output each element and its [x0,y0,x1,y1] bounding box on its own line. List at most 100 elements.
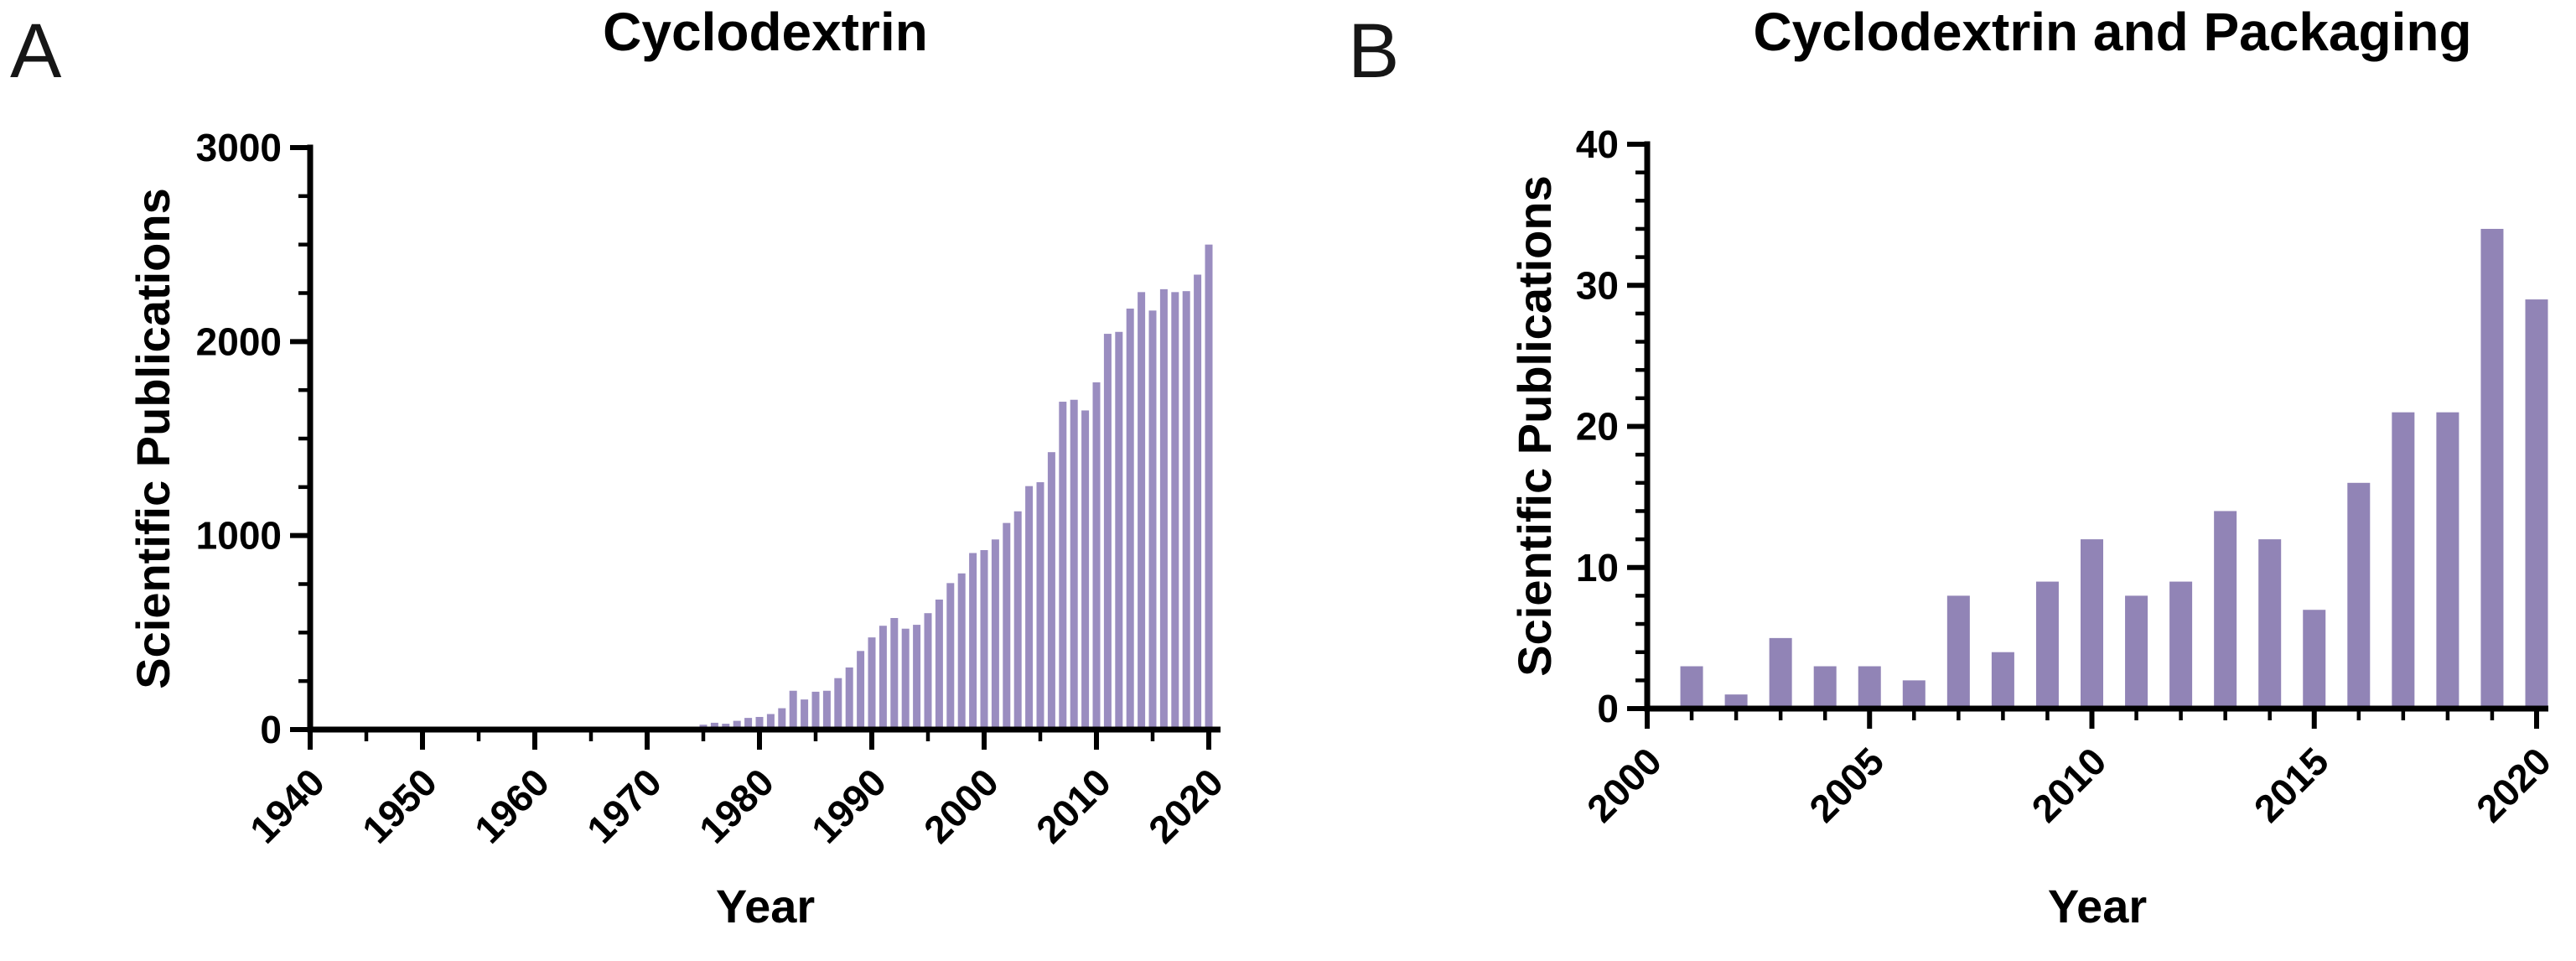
bar-2014 [2258,539,2282,709]
plot-area-b: 0 10 20 30 40 2000 2005 2010 2015 2020 [1576,122,2559,830]
y-axis-title-a: Scientific Publications [127,188,179,688]
y-tick-label: 3000 [196,126,282,169]
bar-1986 [822,690,831,730]
bar-2006 [1047,452,1055,730]
bar-1993 [901,628,910,730]
y-tick-label: 10 [1576,546,1619,590]
bar-2020 [2525,299,2548,709]
bar-2020 [1205,244,1213,730]
x-tick-label: 2010 [1028,760,1119,851]
x-tick-label: 1950 [354,760,445,851]
bar-1990 [868,637,876,730]
x-tick-label: 1960 [466,760,557,851]
bar-2018 [1182,291,1190,730]
bar-1998 [957,573,966,730]
bar-2019 [2480,228,2504,709]
x-tick-label: 2020 [1140,760,1231,851]
bar-2009 [2035,581,2059,709]
x-tick-label: 2000 [1578,739,1670,830]
y-tick-label: 0 [260,708,282,751]
bar-1996 [935,600,943,730]
chart-title-b: Cyclodextrin and Packaging [1753,2,2471,62]
bar-1984 [801,699,809,730]
bar-2013 [1126,309,1134,730]
bar-2012 [1115,331,1123,730]
bar-2005 [1858,666,1881,709]
bar-2016 [1159,288,1168,730]
bar-2007 [1059,402,1067,730]
bar-2002 [1003,522,1011,730]
chart-title-a: Cyclodextrin [603,2,928,62]
bar-1995 [924,613,932,730]
bar-2000 [980,550,988,730]
bar-1987 [834,678,842,730]
bar-2003 [1769,637,1792,709]
bar-1991 [879,626,887,730]
bar-2010 [1092,382,1101,730]
bar-2014 [1138,292,1146,730]
bar-2009 [1081,410,1090,730]
bar-2001 [991,539,999,730]
bar-1994 [913,625,921,730]
x-tick-label: 1990 [803,760,894,851]
bar-1983 [789,690,797,730]
bar-2015 [1148,310,1157,730]
bar-2003 [1013,511,1022,730]
bar-2005 [1036,482,1044,730]
bar-1982 [778,708,786,730]
x-tick-label: 1940 [241,760,333,851]
y-tick-label: 30 [1576,263,1619,307]
panel-a: A Cyclodextrin Scientific Publications Y… [10,2,1231,932]
bar-2002 [1724,694,1748,709]
y-tick-label: 0 [1597,687,1619,730]
bar-2004 [1025,486,1034,730]
bar-2019 [1194,274,1202,730]
bar-2013 [2214,511,2237,709]
bar-2010 [2081,539,2103,709]
bar-1997 [946,583,955,730]
bar-1976 [710,722,718,730]
y-tick-label: 1000 [196,514,282,558]
y-axis-title-b: Scientific Publications [1508,175,1561,676]
bar-2011 [2125,595,2148,709]
bar-2001 [1680,666,1703,709]
bar-2008 [1991,652,2014,709]
bar-1985 [811,691,820,730]
bar-2017 [1171,292,1179,730]
x-axis-title-a: Year [716,880,815,932]
bar-2012 [2169,581,2193,709]
x-tick-label: 2000 [915,760,1007,851]
y-tick-label: 40 [1576,122,1619,166]
y-tick-label: 2000 [196,319,282,363]
panel-b: B Cyclodextrin and Packaging Scientific … [1348,2,2559,932]
bar-1979 [744,718,753,730]
bar-2016 [2347,482,2371,709]
bar-2004 [1813,666,1837,709]
bar-1992 [890,617,899,730]
bar-2006 [1902,680,1926,709]
bar-1988 [845,667,853,730]
bar-1989 [857,651,865,730]
bar-1999 [969,553,977,730]
bar-1981 [766,714,775,730]
x-axis-title-b: Year [2048,880,2147,932]
bar-2007 [1946,595,1970,709]
bar-2015 [2303,610,2326,709]
x-tick-label: 2010 [2023,739,2114,830]
x-tick-label: 1980 [691,760,782,851]
y-tick-label: 20 [1576,405,1619,449]
bar-2017 [2392,412,2415,709]
x-tick-label: 1970 [578,760,670,851]
x-tick-label: 2020 [2468,739,2559,830]
bar-2011 [1103,334,1112,730]
panel-letter-b: B [1348,8,1399,94]
bar-1978 [733,720,741,730]
bar-1980 [755,716,764,730]
bar-2018 [2436,412,2459,709]
x-tick-label: 2005 [1801,739,1892,830]
x-tick-label: 2015 [2246,739,2337,830]
panel-letter-a: A [10,8,62,94]
bar-2008 [1070,399,1078,730]
